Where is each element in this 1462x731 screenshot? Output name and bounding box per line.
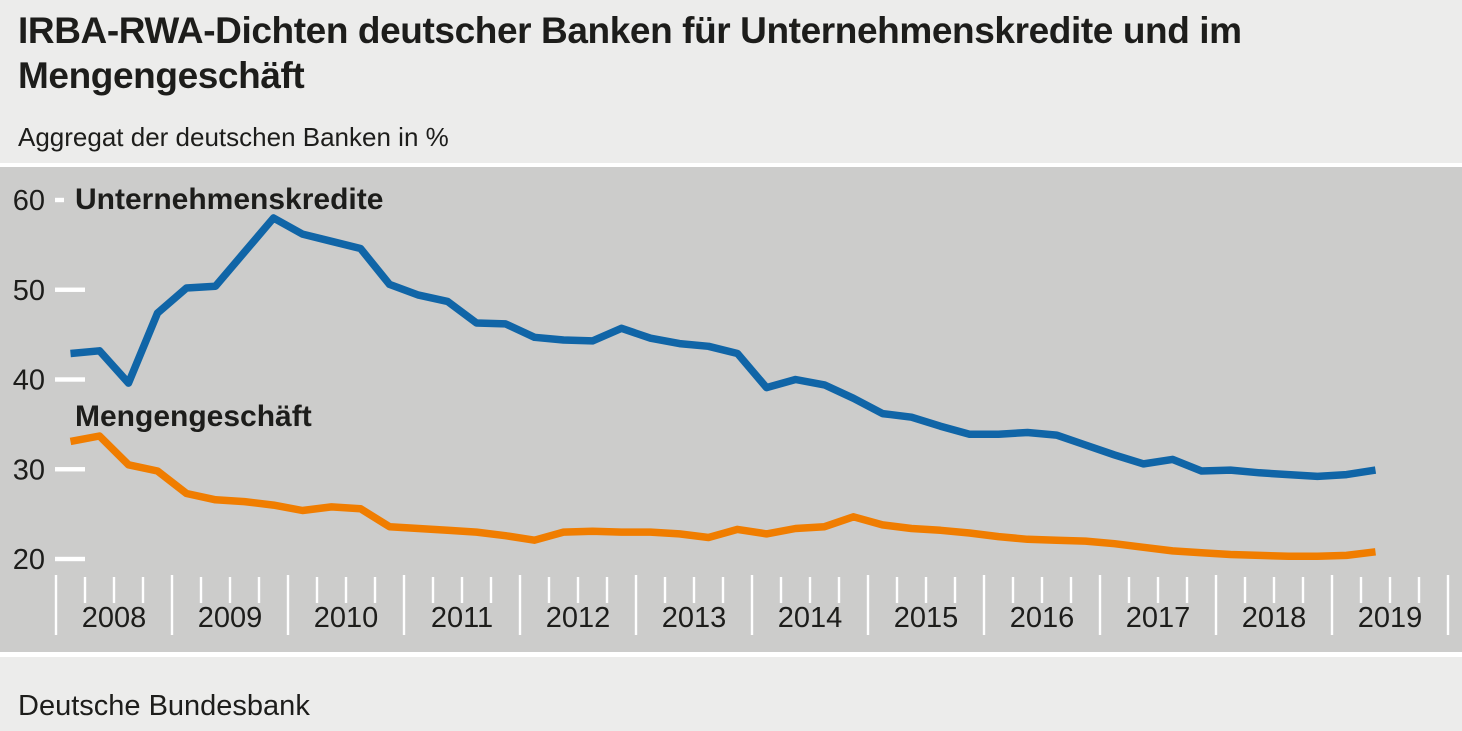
x-axis-quarter-tick bbox=[808, 577, 812, 603]
x-axis-year-tick bbox=[1214, 575, 1218, 635]
x-axis-quarter-tick bbox=[924, 577, 928, 603]
x-axis-quarter-tick bbox=[489, 577, 493, 603]
x-axis-year-tick bbox=[402, 575, 406, 635]
x-axis-quarter-tick bbox=[1011, 577, 1015, 603]
plot-area: 2008 2009 2010 2011 2012 2013 2014 2015 2016 2017… bbox=[0, 167, 1462, 652]
x-axis-quarter-tick bbox=[1388, 577, 1392, 603]
x-axis-year-tick bbox=[170, 575, 174, 635]
x-axis-quarter-tick bbox=[1040, 577, 1044, 603]
y-axis-tick bbox=[55, 377, 85, 382]
x-axis-quarter-tick bbox=[83, 577, 87, 603]
x-axis-quarter-tick bbox=[663, 577, 667, 603]
chart-header: IRBA-RWA-Dichten deutscher Banken für Un… bbox=[0, 0, 1462, 163]
series-line-unternehmenskredite bbox=[70, 214, 1377, 481]
x-axis-year-tick bbox=[866, 575, 870, 635]
x-axis-year-label: 2009 bbox=[198, 602, 263, 634]
x-axis-year-label: 2013 bbox=[662, 602, 727, 634]
series-line-mengengeschaeft bbox=[69, 432, 1376, 561]
x-axis-quarter-tick bbox=[460, 577, 464, 603]
x-axis-quarter-tick bbox=[692, 577, 696, 603]
x-axis-year-label: 2014 bbox=[778, 602, 843, 634]
chart-title-line2: Mengengeschäft bbox=[18, 55, 305, 96]
x-axis-year-tick bbox=[750, 575, 754, 635]
footer-divider bbox=[0, 652, 1462, 657]
x-axis-year-tick bbox=[634, 575, 638, 635]
y-axis-tick-label: 20 bbox=[13, 544, 45, 576]
chart-subtitle: Aggregat der deutschen Banken in % bbox=[18, 122, 449, 152]
x-axis-quarter-tick bbox=[112, 577, 116, 603]
x-axis-quarter-tick bbox=[141, 577, 145, 603]
x-axis-year-label: 2008 bbox=[82, 602, 147, 634]
x-axis-year-label: 2016 bbox=[1010, 602, 1075, 634]
x-axis-year-label: 2015 bbox=[894, 602, 959, 634]
x-axis-year-label: 2012 bbox=[546, 602, 611, 634]
x-axis-quarter-tick bbox=[431, 577, 435, 603]
series-label-mengengeschaeft: Mengengeschäft bbox=[75, 400, 312, 433]
chart-title-line1: IRBA-RWA-Dichten deutscher Banken für Un… bbox=[18, 10, 1242, 51]
chart-footer: Deutsche Bundesbank bbox=[0, 657, 1462, 731]
x-axis-quarter-tick bbox=[344, 577, 348, 603]
x-axis-quarter-tick bbox=[199, 577, 203, 603]
x-axis-quarter-tick bbox=[953, 577, 957, 603]
x-axis-quarter-tick bbox=[1272, 577, 1276, 603]
x-axis-quarter-tick bbox=[373, 577, 377, 603]
x-axis-quarter-tick bbox=[315, 577, 319, 603]
x-axis-year-tick bbox=[518, 575, 522, 635]
x-axis-quarter-tick bbox=[1301, 577, 1305, 603]
x-axis-quarter-tick bbox=[228, 577, 232, 603]
x-axis-year-tick bbox=[286, 575, 290, 635]
x-axis-year-tick bbox=[982, 575, 986, 635]
y-axis-tick bbox=[55, 197, 64, 203]
x-axis-year-tick bbox=[1330, 575, 1334, 635]
x-axis-quarter-tick bbox=[1359, 577, 1363, 603]
x-axis-quarter-tick bbox=[257, 577, 261, 603]
x-axis-quarter-tick bbox=[547, 577, 551, 603]
y-axis-tick bbox=[55, 287, 85, 292]
x-axis-year-tick bbox=[1098, 575, 1102, 635]
chart-title: IRBA-RWA-Dichten deutscher Banken für Un… bbox=[18, 8, 1242, 98]
x-axis-year-tick bbox=[54, 575, 58, 635]
x-axis-quarter-tick bbox=[779, 577, 783, 603]
x-axis-quarter-tick bbox=[837, 577, 841, 603]
x-axis-year-label: 2010 bbox=[314, 602, 379, 634]
series-label-unternehmenskredite: Unternehmenskredite bbox=[75, 183, 384, 216]
y-axis-tick-label: 40 bbox=[13, 365, 45, 397]
x-axis-quarter-tick bbox=[605, 577, 609, 603]
x-axis-year-tick bbox=[1446, 575, 1450, 635]
x-axis-quarter-tick bbox=[1243, 577, 1247, 603]
line-chart-canvas: 2008 2009 2010 2011 2012 2013 2014 2015 2016 2017… bbox=[13, 185, 1450, 635]
header-divider bbox=[0, 163, 1462, 167]
x-axis-year-label: 2019 bbox=[1358, 602, 1423, 634]
source-attribution: Deutsche Bundesbank bbox=[18, 690, 310, 722]
x-axis-quarter-tick bbox=[1069, 577, 1073, 603]
y-axis-tick-label: 50 bbox=[13, 275, 45, 307]
x-axis-quarter-tick bbox=[721, 577, 725, 603]
x-axis-quarter-tick bbox=[895, 577, 899, 603]
x-axis-year-label: 2011 bbox=[431, 602, 493, 634]
x-axis-year-label: 2018 bbox=[1242, 602, 1307, 634]
y-axis-tick bbox=[55, 467, 85, 472]
x-axis-quarter-tick bbox=[1185, 577, 1189, 603]
x-axis-year-label: 2017 bbox=[1126, 602, 1191, 634]
y-axis-tick bbox=[55, 556, 85, 562]
x-axis-quarter-tick bbox=[576, 577, 580, 603]
x-axis-quarter-tick bbox=[1156, 577, 1160, 603]
y-axis-tick-label: 30 bbox=[13, 454, 45, 486]
x-axis-quarter-tick bbox=[1417, 577, 1421, 603]
x-axis-quarter-tick bbox=[1127, 577, 1131, 603]
y-axis-tick-label: 60 bbox=[13, 185, 45, 217]
